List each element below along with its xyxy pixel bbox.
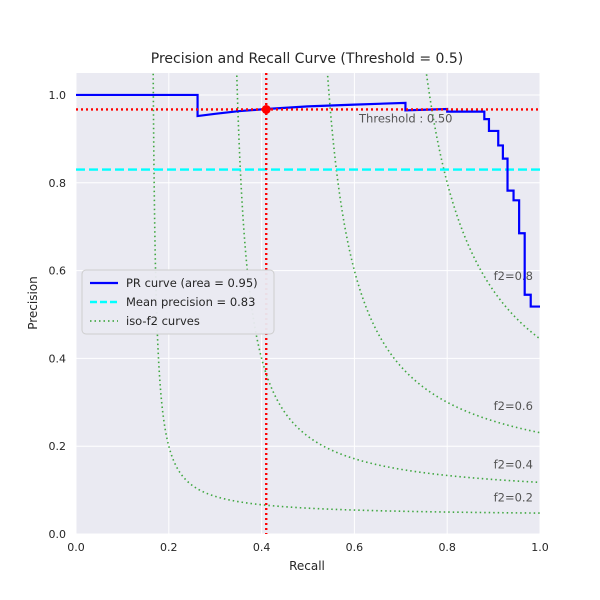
legend: PR curve (area = 0.95) Mean precision = 0… — [81, 269, 275, 335]
x-tick-label: 0.4 — [253, 541, 271, 554]
iso-f2-curve — [235, 73, 540, 484]
iso-f2-label: f2=0.2 — [494, 491, 533, 505]
y-tick-label: 1.0 — [49, 89, 67, 102]
legend-box — [81, 269, 275, 335]
y-tick-label: 0.6 — [49, 265, 67, 278]
y-tick-label: 0.4 — [49, 352, 67, 365]
y-axis-ticks: 0.0 0.2 0.4 0.6 0.8 1.0 — [49, 89, 67, 541]
y-tick-label: 0.0 — [49, 528, 67, 541]
legend-label: Mean precision = 0.83 — [126, 295, 255, 309]
legend-label: iso-f2 curves — [126, 314, 200, 328]
legend-label: PR curve (area = 0.95) — [126, 276, 258, 290]
y-axis-label: Precision — [26, 276, 40, 330]
threshold-point — [261, 104, 271, 114]
x-axis-ticks: 0.0 0.2 0.4 0.6 0.8 1.0 — [67, 541, 549, 554]
iso-f2-label: f2=0.8 — [494, 269, 533, 283]
y-tick-label: 0.8 — [49, 177, 67, 190]
iso-f2-label: f2=0.4 — [494, 458, 533, 472]
y-tick-label: 0.2 — [49, 440, 67, 453]
iso-f2-labels: f2=0.2 f2=0.4 f2=0.6 f2=0.8 — [494, 269, 533, 505]
chart-title: Precision and Recall Curve (Threshold = … — [151, 51, 464, 67]
iso-f2-label: f2=0.6 — [494, 399, 533, 413]
iso-f2-curves — [152, 73, 540, 514]
x-tick-label: 0.2 — [160, 541, 178, 554]
threshold-label: Threshold : 0.50 — [358, 111, 452, 125]
x-tick-label: 0.6 — [346, 541, 364, 554]
x-tick-label: 1.0 — [531, 541, 549, 554]
x-axis-label: Recall — [289, 559, 325, 573]
x-tick-label: 0.0 — [67, 541, 85, 554]
x-tick-label: 0.8 — [438, 541, 456, 554]
